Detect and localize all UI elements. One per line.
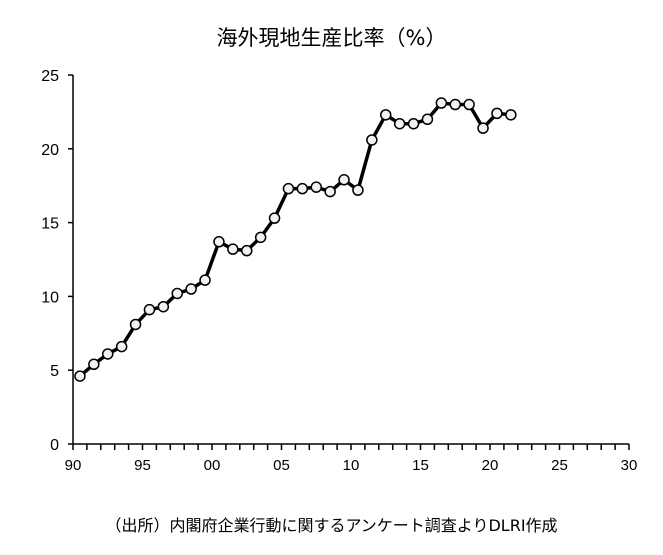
y-tick-label: 5	[50, 363, 59, 380]
y-tick-label: 10	[41, 289, 59, 306]
data-point	[282, 182, 295, 195]
data-point	[171, 287, 183, 300]
x-tick-label: 30	[621, 457, 638, 474]
data-point	[393, 117, 406, 130]
x-tick-label: 10	[343, 457, 360, 474]
data-point	[477, 122, 489, 134]
data-point	[338, 174, 350, 186]
data-point	[199, 274, 211, 286]
data-point	[366, 134, 378, 146]
data-point	[449, 98, 461, 111]
data-point	[268, 212, 281, 224]
data-point	[352, 184, 364, 196]
x-tick-label: 15	[412, 457, 429, 474]
series-line	[78, 101, 512, 378]
data-point	[185, 283, 197, 295]
source-note: （出所）内閣府企業行動に関するアンケート調査よりDLRI作成	[105, 516, 558, 535]
data-point	[491, 107, 503, 120]
data-point	[296, 182, 309, 195]
data-point	[88, 358, 100, 371]
data-point	[463, 98, 475, 111]
data-point	[254, 231, 267, 244]
x-tick-label: 25	[551, 457, 568, 474]
data-point	[129, 318, 142, 331]
y-tick-label: 0	[50, 437, 59, 454]
data-point	[324, 185, 336, 198]
data-point	[157, 300, 170, 313]
data-point	[74, 370, 86, 382]
y-tick-label: 20	[41, 142, 59, 159]
x-tick-label: 90	[65, 457, 82, 474]
data-point	[143, 303, 156, 316]
chart-title: 海外現地生産比率（%）	[216, 26, 447, 50]
data-point	[421, 113, 434, 126]
data-point	[407, 117, 420, 130]
y-tick-label: 25	[41, 68, 59, 85]
data-point	[115, 340, 128, 353]
x-tick-label: 20	[482, 457, 499, 474]
data-point	[241, 244, 253, 257]
data-point	[435, 97, 448, 109]
y-tick-label: 15	[41, 216, 59, 233]
data-point	[310, 181, 322, 193]
x-tick-label: 05	[273, 457, 290, 474]
data-point	[380, 109, 392, 121]
x-tick-label: 95	[134, 457, 151, 474]
data-point	[227, 243, 239, 255]
data-point	[102, 348, 114, 360]
data-point	[213, 236, 225, 248]
data-point	[505, 109, 517, 121]
x-tick-label: 00	[204, 457, 221, 474]
